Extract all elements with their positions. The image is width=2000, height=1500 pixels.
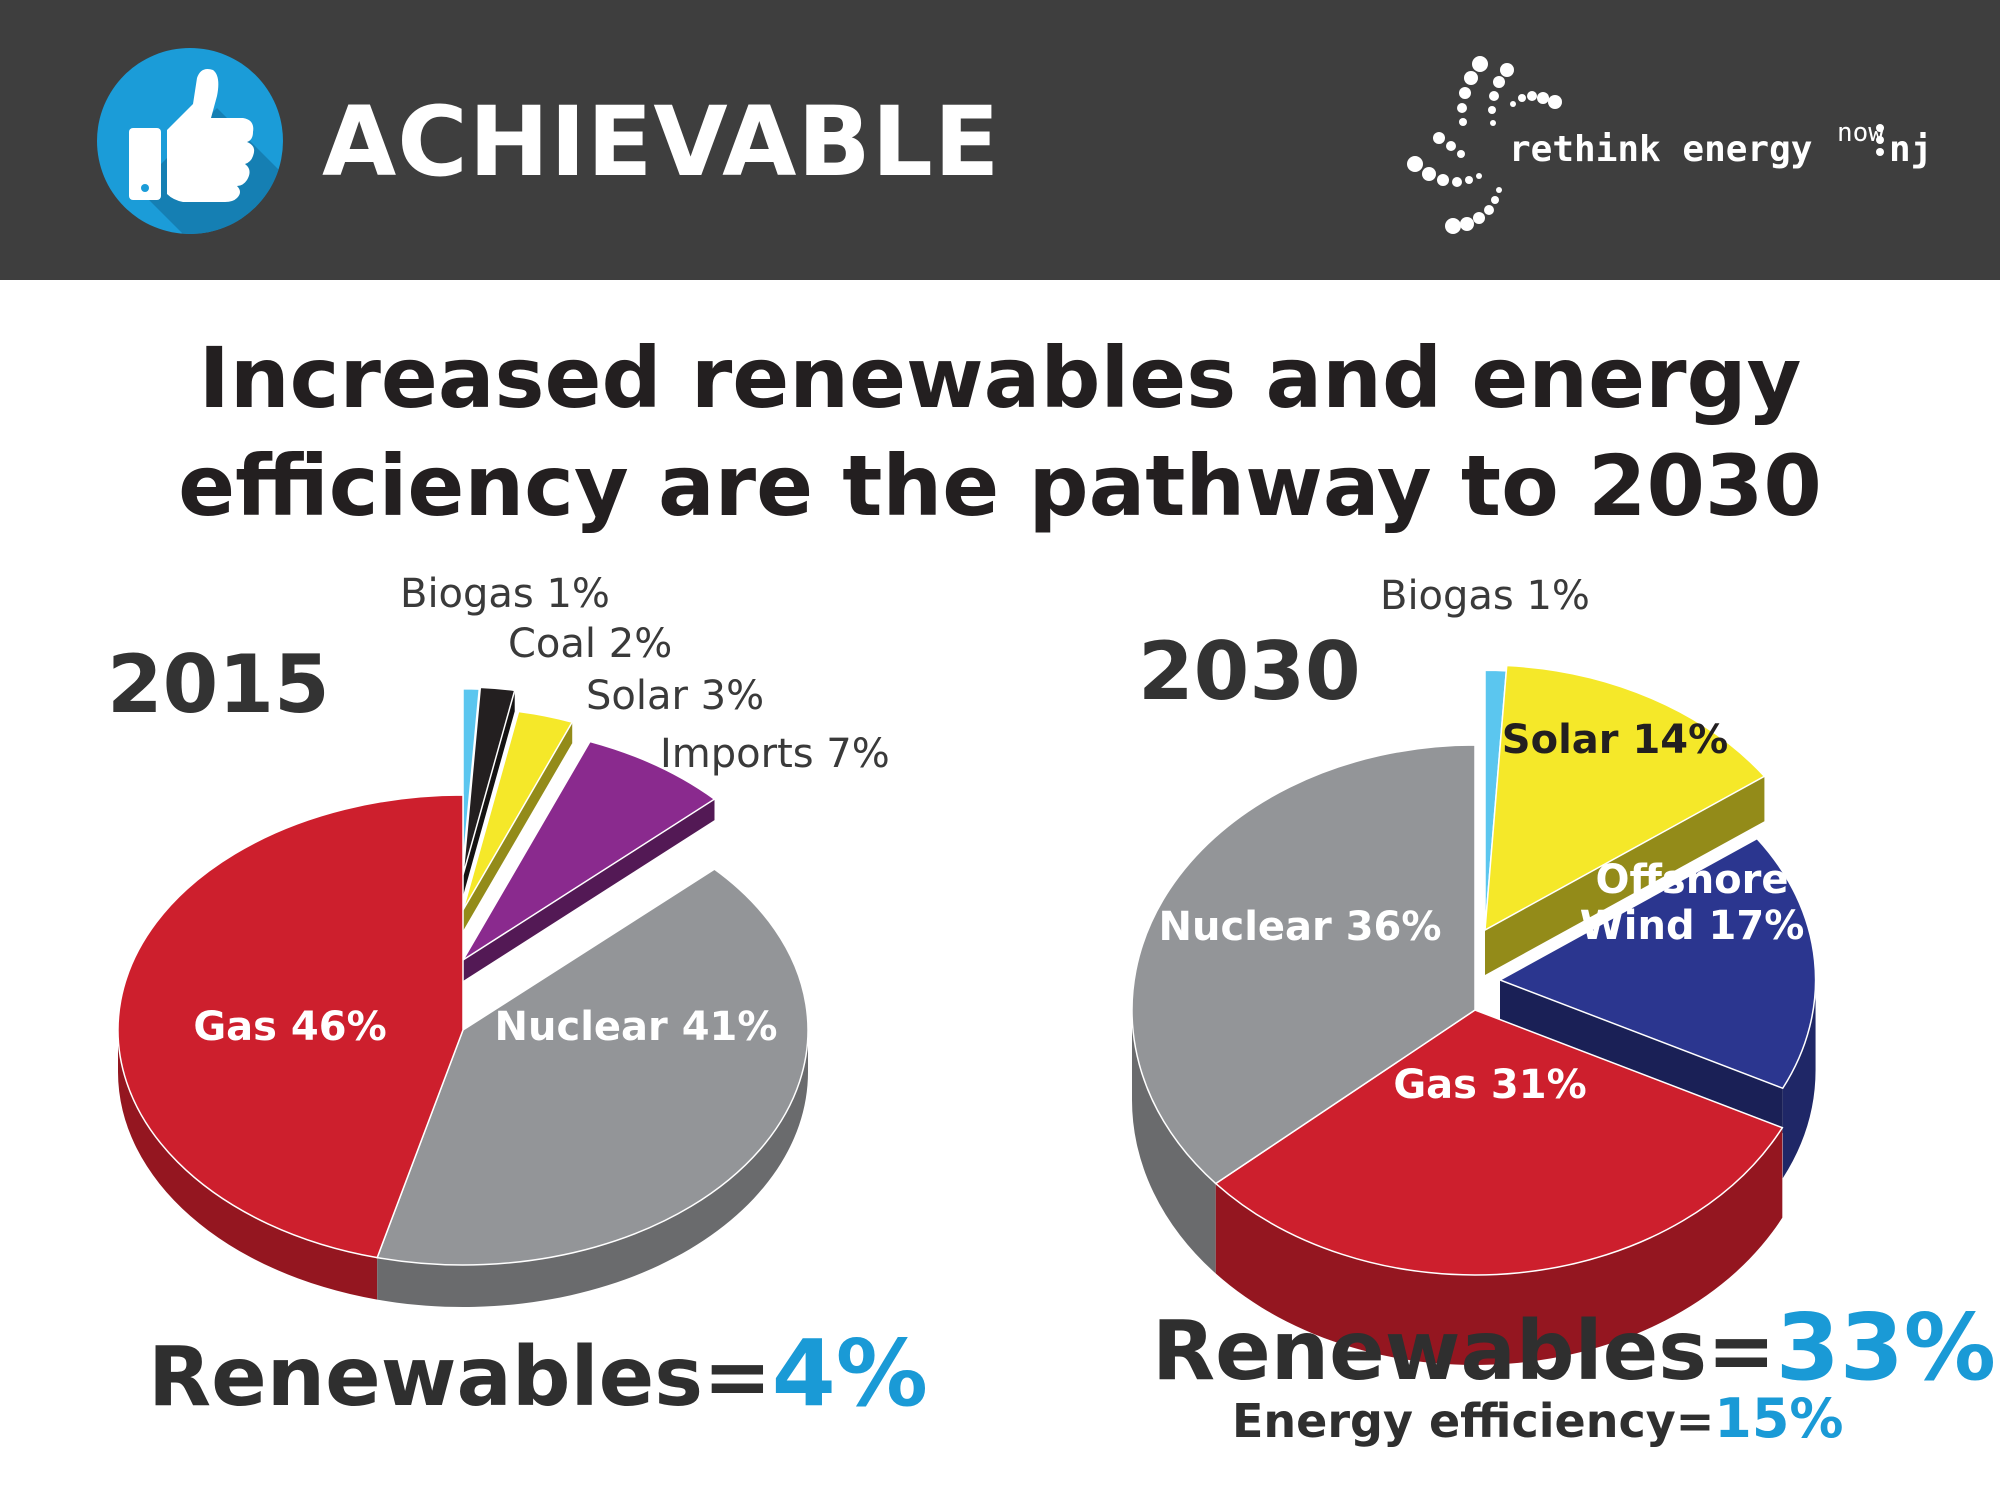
slice-wall: [463, 799, 715, 981]
achievable-badge: [97, 48, 283, 234]
slice-solar: [1484, 664, 1766, 932]
slice-label-nuclear: Nuclear 36%: [1159, 904, 1442, 950]
slice-wall: [1500, 838, 1758, 1025]
rethink-energy-nj-logo: rethink energy nj now: [1395, 48, 1955, 248]
chart-2030-title: 2030: [1138, 625, 1361, 718]
slice-wall: [1485, 776, 1765, 975]
slice-side-nuclear: [1132, 1010, 1216, 1274]
slice-wall: [1500, 980, 1783, 1134]
renewables-2015-value: 4%: [771, 1320, 928, 1427]
header-bar: ACHIEVABLE rethink energy nj now: [0, 0, 2000, 280]
renewables-2015-label: Renewables=: [148, 1330, 772, 1425]
slice-coal: [462, 686, 516, 876]
slice-offshore-wind: [1498, 837, 1817, 1090]
slice-nuclear: [376, 868, 809, 1266]
slice-wall: [463, 722, 573, 931]
slice-label-gas: Gas 31%: [1393, 1062, 1586, 1108]
swirl-dots-icon: [1407, 56, 1884, 234]
label-2015-biogas: Biogas 1%: [400, 571, 610, 617]
energy-efficiency-label: Energy efficiency=: [1232, 1394, 1715, 1448]
logo-word-nj: nj: [1889, 129, 1933, 170]
thumbs-up-icon: [129, 69, 283, 234]
pie-2015: Nuclear 41% Gas 46%: [117, 686, 809, 1307]
slice-side-nuclear: [377, 1030, 809, 1307]
slice-wall: [463, 689, 480, 886]
slice-solar: [462, 710, 574, 911]
chart-2015-title: 2015: [107, 638, 330, 731]
headline-line-2: efficiency are the pathway to 2030: [178, 437, 1822, 535]
slice-wall: [1485, 670, 1507, 975]
energy-efficiency-value: 15%: [1714, 1387, 1844, 1450]
logo-word: rethink energy: [1509, 129, 1813, 170]
slice-side-offshore-wind: [1782, 980, 1816, 1179]
label-2030-biogas: Biogas 1%: [1380, 573, 1590, 619]
logo-superscript: now: [1837, 118, 1884, 148]
slice-biogas: [1484, 669, 1508, 931]
slice-nuclear: [1131, 744, 1476, 1185]
slice-label-gas: Gas 46%: [193, 1004, 386, 1050]
pie-2030: Solar 14% Offshore Wind 17% Gas 31% Nuclear …: [1131, 664, 1817, 1365]
renewables-2030: Renewables=33%: [1152, 1302, 1996, 1394]
slice-wall: [1485, 665, 1507, 975]
renewables-2015: Renewables=4%: [148, 1328, 928, 1420]
headline-line-1: Increased renewables and energy: [198, 329, 1802, 427]
header-title: ACHIEVABLE: [322, 86, 1001, 198]
slice-label-solar: Solar 14%: [1502, 717, 1728, 763]
slice-wall: [463, 711, 519, 931]
slice-label-nuclear: Nuclear 41%: [495, 1004, 778, 1050]
slice-label-offshore-wind: Offshore Wind 17%: [1580, 857, 1805, 949]
label-2015-imports: Imports 7%: [660, 731, 890, 777]
slice-wall: [463, 690, 515, 896]
renewables-2030-value: 33%: [1775, 1294, 1996, 1401]
label-2015-solar: Solar 3%: [586, 673, 765, 719]
slice-wall: [463, 687, 481, 896]
slice-gas: [117, 794, 464, 1259]
slice-gas: [1214, 1009, 1784, 1276]
slice-biogas: [462, 687, 481, 866]
energy-efficiency-2030: Energy efficiency=15%: [1232, 1392, 1844, 1446]
slice-wall: [463, 741, 591, 981]
label-2015-coal: Coal 2%: [508, 621, 673, 667]
slice-side-gas: [118, 1030, 378, 1300]
renewables-2030-label: Renewables=: [1152, 1304, 1776, 1399]
